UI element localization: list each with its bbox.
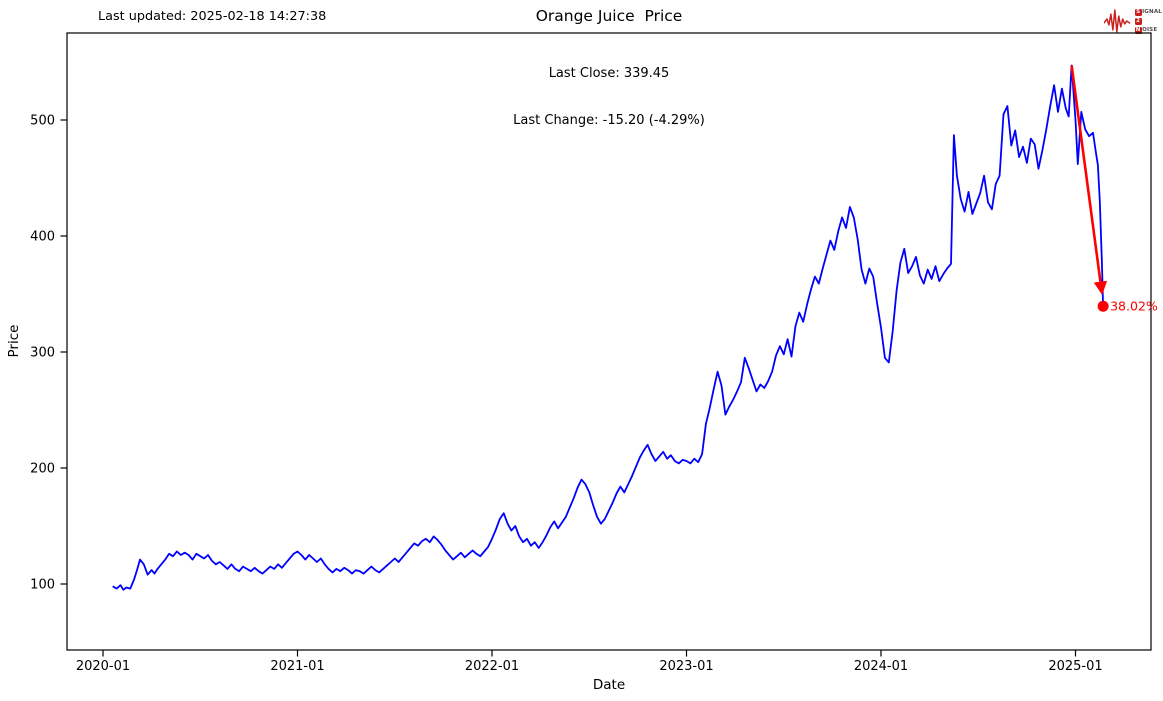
logo-letter-s: S [1134, 8, 1142, 16]
y-tick-200: 200 [30, 462, 55, 477]
logo-letter-2: 2 [1134, 17, 1142, 25]
x-tick-marks [102, 650, 1077, 657]
y-tick-100: 100 [30, 578, 55, 593]
logo-row-noise: N OISE [1134, 26, 1158, 34]
y-tick-marks [60, 119, 67, 585]
y-axis-label: Price [6, 325, 22, 358]
page-title: Orange Juice Price [535, 7, 683, 25]
x-axis-label: Date [593, 677, 625, 693]
drawdown-arrow [1070, 65, 1108, 296]
y-tick-500: 500 [30, 114, 55, 129]
last-price-marker [1097, 300, 1109, 312]
x-tick-2023: 2023-01 [659, 659, 713, 674]
subtitle: Last Close: 339.45 Last Change: -15.20 (… [67, 35, 1151, 159]
signal2noise-logo: S IGNAL 2 N OISE [1104, 2, 1162, 40]
drawdown-label: 38.02% [1110, 299, 1158, 314]
x-tick-2020: 2020-01 [76, 659, 130, 674]
x-tick-2025: 2025-01 [1048, 659, 1102, 674]
last-close-text: Last Close: 339.45 [548, 66, 670, 81]
x-tick-2024: 2024-01 [854, 659, 908, 674]
y-tick-400: 400 [30, 230, 55, 245]
y-tick-labels: 100 200 300 400 500 [30, 114, 55, 593]
y-tick-300: 300 [30, 346, 55, 361]
last-updated-text: Last updated: 2025-02-18 14:27:38 [98, 9, 327, 24]
logo-text: S IGNAL 2 N OISE [1134, 8, 1162, 34]
x-tick-labels: 2020-01 2021-01 2022-01 2023-01 2024-01 … [76, 659, 1103, 674]
price-line [112, 64, 1104, 591]
x-tick-2022: 2022-01 [465, 659, 519, 674]
logo-row-signal: S IGNAL [1134, 8, 1162, 16]
last-change-text: Last Change: -15.20 (-4.29%) [513, 112, 705, 128]
logo-row-2: 2 [1134, 17, 1162, 25]
logo-letter-n: N [1134, 26, 1142, 34]
waveform-icon [1104, 9, 1131, 33]
x-tick-2021: 2021-01 [270, 659, 324, 674]
plot-border [66, 32, 1152, 651]
